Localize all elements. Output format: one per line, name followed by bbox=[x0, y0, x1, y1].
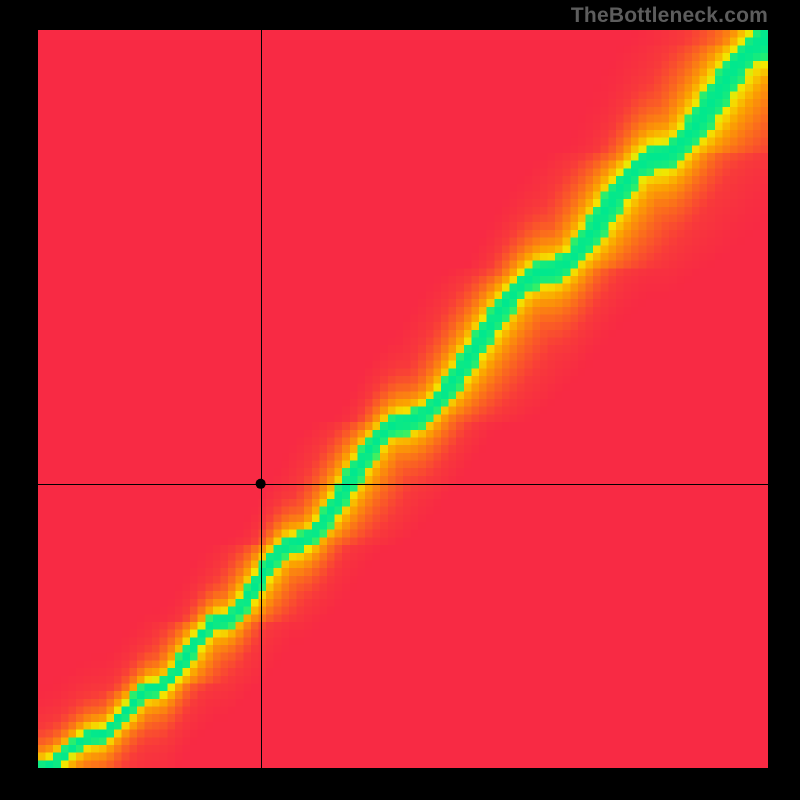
chart-frame: TheBottleneck.com bbox=[0, 0, 800, 800]
crosshair-overlay bbox=[38, 30, 768, 768]
watermark-label: TheBottleneck.com bbox=[571, 4, 768, 28]
heatmap-plot bbox=[38, 30, 768, 768]
